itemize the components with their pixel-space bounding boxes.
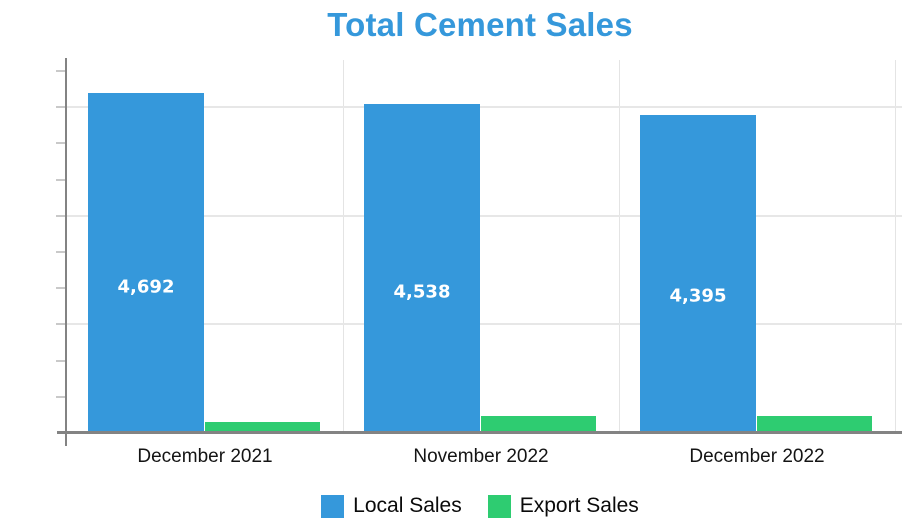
x-axis-category-label: December 2021 [137,446,273,467]
y-axis-tick [56,359,66,362]
legend-label-export-sales: Export Sales [519,494,639,517]
y-axis-tick [56,250,66,253]
vertical-gridline [895,60,896,433]
bar-export-sales[interactable] [757,416,872,433]
y-axis-tick [56,142,66,145]
x-axis-category-label: December 2022 [689,446,825,467]
bar-value-label: 4,538 [393,281,451,303]
vertical-gridline [343,60,344,433]
y-axis-line [65,58,67,446]
legend: Local Sales Export Sales [0,494,915,518]
bar-export-sales[interactable] [481,416,596,433]
vertical-gridline [619,60,620,433]
legend-item-local-sales[interactable]: Local Sales [321,494,462,518]
y-axis-tick [56,323,66,326]
y-axis-tick [56,69,66,72]
y-axis-tick [56,287,66,290]
y-axis-tick [56,214,66,217]
chart-title: Total Cement Sales [327,6,633,43]
horizontal-gridline [67,323,902,326]
legend-item-export-sales[interactable]: Export Sales [487,494,639,518]
y-axis-tick [56,106,66,109]
bar-local-sales[interactable]: 4,692 [88,93,204,433]
horizontal-gridline [67,214,902,217]
y-axis-tick [56,395,66,398]
legend-swatch-export-sales [487,494,511,518]
bar-export-sales[interactable] [205,422,320,433]
horizontal-gridline [67,106,902,109]
bar-value-label: 4,395 [669,285,727,307]
bar-local-sales[interactable]: 4,538 [364,104,480,433]
x-axis-line [57,431,902,434]
bar-local-sales[interactable]: 4,395 [640,115,756,433]
x-axis-category-label: November 2022 [413,446,549,467]
bar-value-label: 4,692 [117,276,175,298]
y-axis-tick [56,178,66,181]
legend-swatch-local-sales [321,494,345,518]
legend-label-local-sales: Local Sales [353,494,462,517]
